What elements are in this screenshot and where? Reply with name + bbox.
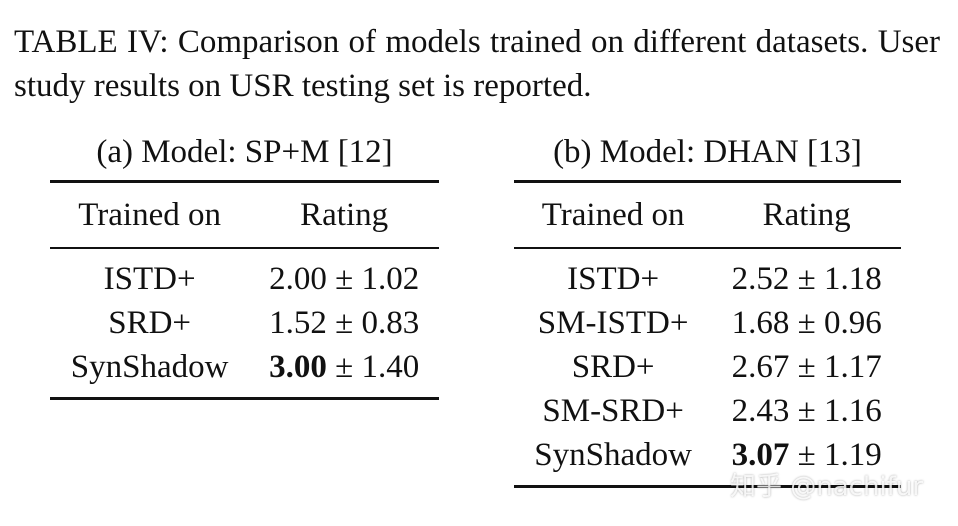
plus-minus-symbol: ±: [797, 437, 816, 473]
rating-cell: 1.68 ± 0.96: [712, 301, 901, 345]
dataset-name-cell: ISTD+: [103, 261, 196, 297]
table-row: SRD+ 2.67 ± 1.17: [514, 345, 901, 389]
rating-cell: 2.52 ± 1.18: [712, 248, 901, 301]
dataset-name-cell: SM-SRD+: [542, 393, 684, 429]
rating-cell: 3.07 ± 1.19: [712, 433, 901, 488]
rating-std: 1.40: [361, 349, 420, 385]
rating-std: 0.83: [361, 305, 420, 341]
header-rating: Rating: [712, 180, 901, 249]
plus-minus-symbol: ±: [797, 349, 816, 385]
dataset-name-cell: SynShadow: [514, 433, 713, 488]
table-row: SM-ISTD+ 1.68 ± 0.96: [514, 301, 901, 345]
rating-cell: 1.52 ± 0.83: [249, 301, 439, 345]
rating-std: 1.17: [823, 349, 882, 385]
table-caption: TABLE IV: Comparison of models trained o…: [14, 24, 940, 104]
table-row: ISTD+ 2.52 ± 1.18: [514, 248, 901, 301]
rating-mean: 2.43: [731, 393, 790, 429]
table-row: SynShadow 3.00 ± 1.40: [50, 345, 439, 400]
dataset-name-cell: SRD+: [571, 349, 655, 385]
rating-std: 1.18: [823, 261, 882, 297]
plus-minus-symbol: ±: [335, 305, 354, 341]
dataset-name-cell: SRD+: [108, 305, 192, 341]
table-row: SynShadow 3.07 ± 1.19: [514, 433, 901, 488]
header-rating: Rating: [249, 180, 439, 249]
table-b-body: ISTD+ 2.52 ± 1.18 SM-ISTD+ 1.68 ± 0.96 SRD+ 2…: [514, 248, 901, 488]
header-trained-on: Trained on: [50, 180, 250, 249]
rating-cell: 2.43 ± 1.16: [712, 389, 901, 433]
plus-minus-symbol: ±: [797, 305, 816, 341]
table-a-body: ISTD+ 2.00 ± 1.02 SRD+ 1.52 ± 0.83 SynShadow…: [50, 248, 439, 400]
results-table-a: Trained on Rating ISTD+ 2.00 ± 1.02 SRD+ 1.…: [50, 180, 439, 400]
dataset-name-cell: ISTD+: [567, 261, 660, 297]
rating-std: 1.16: [823, 393, 882, 429]
rating-mean: 2.00: [269, 261, 327, 297]
rating-mean: 1.68: [731, 305, 790, 341]
table-row: SRD+ 1.52 ± 0.83: [50, 301, 439, 345]
table-row: ISTD+ 2.00 ± 1.02: [50, 248, 439, 301]
dataset-name-cell: SynShadow: [50, 345, 250, 400]
rating-cell: 2.67 ± 1.17: [712, 345, 901, 389]
subtable-b-caption: (b) Model: DHAN [13]: [553, 134, 862, 170]
rating-std: 0.96: [823, 305, 882, 341]
rating-mean: 3.00: [269, 349, 327, 385]
subtable-a-caption: (a) Model: SP+M [12]: [96, 134, 393, 170]
dataset-name-cell: SM-ISTD+: [537, 305, 689, 341]
rating-std: 1.19: [823, 437, 882, 473]
plus-minus-symbol: ±: [335, 349, 354, 385]
rating-std: 1.02: [361, 261, 420, 297]
rating-mean: 2.52: [731, 261, 790, 297]
rating-mean: 3.07: [731, 437, 790, 473]
header-trained-on: Trained on: [514, 180, 713, 249]
watermark: 知乎 @nachifur: [730, 472, 923, 502]
results-table-b: Trained on Rating ISTD+ 2.52 ± 1.18 SM-IST…: [514, 180, 901, 488]
plus-minus-symbol: ±: [797, 393, 816, 429]
subtable-b: (b) Model: DHAN [13] Trained on Rating I…: [514, 130, 901, 488]
subtable-a: (a) Model: SP+M [12] Trained on Rating I…: [50, 130, 439, 400]
table-row: SM-SRD+ 2.43 ± 1.16: [514, 389, 901, 433]
plus-minus-symbol: ±: [335, 261, 354, 297]
rating-mean: 1.52: [269, 305, 327, 341]
rating-cell: 3.00 ± 1.40: [249, 345, 439, 400]
rating-cell: 2.00 ± 1.02: [249, 248, 439, 301]
plus-minus-symbol: ±: [797, 261, 816, 297]
rating-mean: 2.67: [731, 349, 790, 385]
